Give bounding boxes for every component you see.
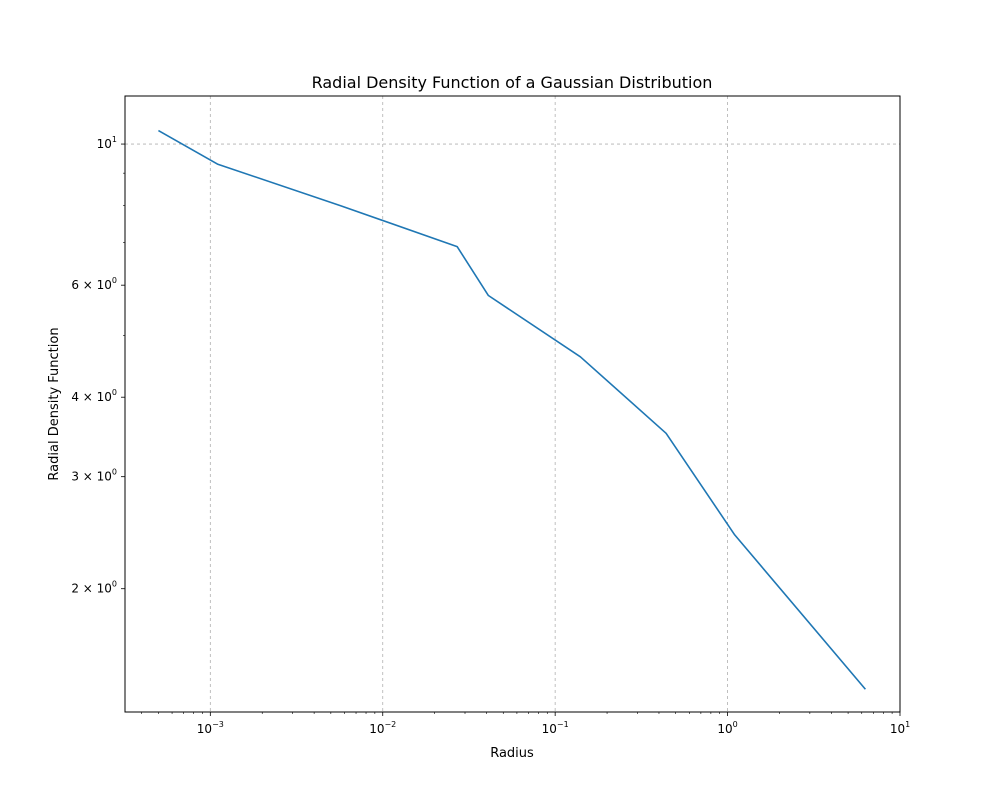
y-tick-label: 2 × 100 <box>71 580 117 596</box>
x-tick-label: 100 <box>717 720 737 736</box>
x-tick-label: 10−1 <box>542 720 569 736</box>
y-tick-label: 4 × 100 <box>71 388 117 404</box>
y-axis-label: Radial Density Function <box>47 327 62 480</box>
y-tick-label: 3 × 100 <box>71 468 117 484</box>
y-tick-label: 6 × 100 <box>71 276 117 292</box>
x-axis-label: Radius <box>490 746 534 761</box>
series-line <box>158 129 867 690</box>
chart-title: Radial Density Function of a Gaussian Di… <box>312 73 713 92</box>
ticks: 10−3 10−2 10−1 100 101 101 6 × 100 4 × 100 3 × 1… <box>71 135 910 736</box>
x-tick-label: 10−3 <box>197 720 224 736</box>
x-tick-label: 10−2 <box>369 720 396 736</box>
plot-frame <box>124 95 901 713</box>
x-tick-label: 101 <box>890 720 910 736</box>
series-layer <box>158 129 867 690</box>
y-tick-label: 101 <box>97 135 117 151</box>
